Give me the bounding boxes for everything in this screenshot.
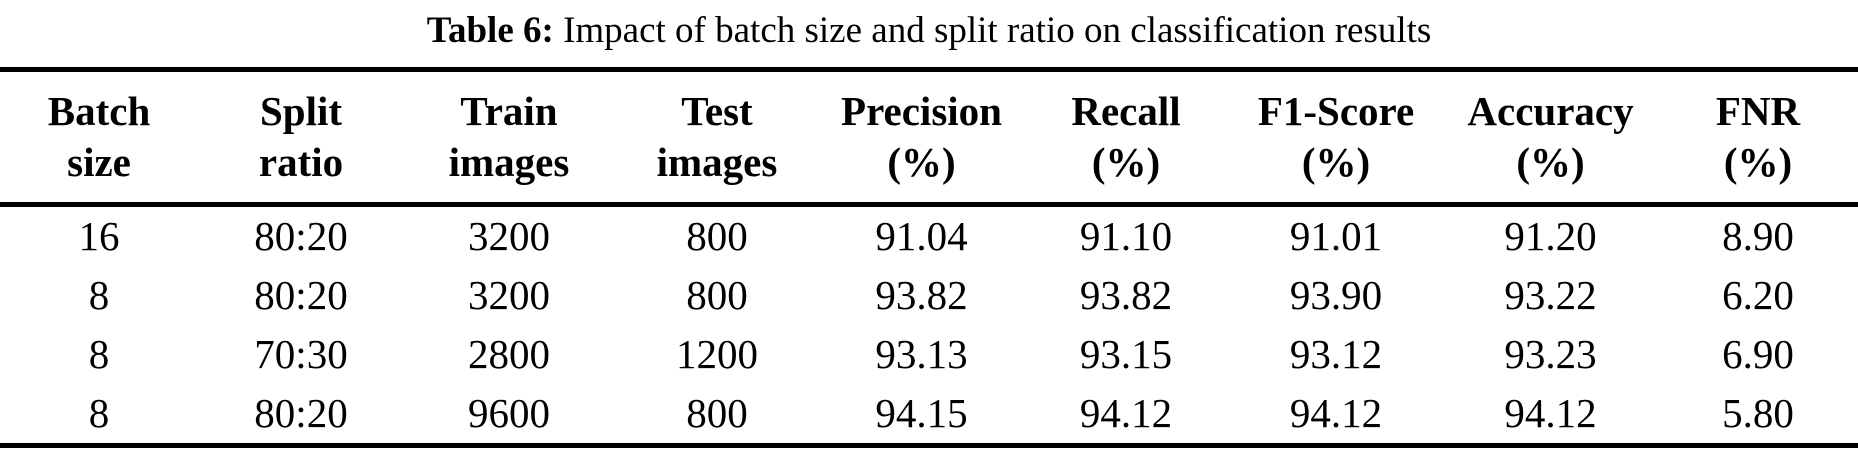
col-header-label: FNR — [1715, 88, 1801, 134]
cell-train-images: 3200 — [468, 213, 550, 259]
cell-test-images: 800 — [686, 272, 748, 318]
col-header-label: Split — [259, 88, 343, 134]
cell-recall: 94.12 — [1079, 390, 1173, 436]
table-row: 8 80:20 3200 800 93.82 93.82 93.90 93.22… — [0, 266, 1858, 325]
cell-f1-score: 93.90 — [1289, 272, 1383, 318]
cell-fnr: 5.80 — [1722, 390, 1794, 436]
cell-split-ratio: 80:20 — [254, 390, 348, 436]
col-header-precision: Precision (%) — [820, 70, 1023, 205]
col-header-label: Recall — [1071, 88, 1181, 134]
results-table: Batch size Split ratio Train images Test… — [0, 67, 1858, 448]
table-row: 16 80:20 3200 800 91.04 91.10 91.01 91.2… — [0, 205, 1858, 267]
col-header-fnr: FNR (%) — [1658, 70, 1858, 205]
col-header-label: Batch — [47, 88, 151, 134]
table-caption-label: Table 6: — [426, 10, 554, 51]
cell-split-ratio: 80:20 — [254, 272, 348, 318]
cell-fnr: 8.90 — [1722, 213, 1794, 259]
cell-accuracy: 91.20 — [1504, 213, 1597, 259]
cell-f1-score: 93.12 — [1289, 331, 1383, 377]
table-header: Batch size Split ratio Train images Test… — [0, 70, 1858, 205]
col-header-batch-size: Batch size — [0, 70, 198, 205]
cell-train-images: 9600 — [468, 390, 550, 436]
col-header-label: (%) — [887, 139, 956, 185]
table-caption: Table 6: Impact of batch size and split … — [0, 0, 1858, 67]
col-header-label: (%) — [1301, 139, 1371, 185]
col-header-label: (%) — [1723, 139, 1793, 185]
cell-fnr: 6.90 — [1722, 331, 1794, 377]
cell-recall: 93.15 — [1079, 331, 1173, 377]
col-header-f1-score: F1-Score (%) — [1229, 70, 1443, 205]
cell-precision: 94.15 — [875, 390, 968, 436]
table-caption-text: Impact of batch size and split ratio on … — [563, 10, 1432, 51]
table-body: 16 80:20 3200 800 91.04 91.10 91.01 91.2… — [0, 205, 1858, 446]
col-header-label: Train — [460, 88, 558, 134]
cell-test-images: 800 — [686, 213, 748, 259]
cell-batch-size: 16 — [78, 213, 120, 259]
cell-batch-size: 8 — [88, 390, 110, 436]
col-header-label: Precision — [841, 88, 1002, 134]
col-header-split-ratio: Split ratio — [198, 70, 404, 205]
cell-precision: 91.04 — [875, 213, 968, 259]
col-header-label: ratio — [258, 139, 344, 185]
col-header-label: Accuracy — [1467, 88, 1634, 134]
col-header-label: images — [656, 139, 778, 185]
table-row: 8 80:20 9600 800 94.15 94.12 94.12 94.12… — [0, 384, 1858, 446]
table-row: 8 70:30 2800 1200 93.13 93.15 93.12 93.2… — [0, 325, 1858, 384]
cell-precision: 93.82 — [875, 272, 968, 318]
cell-train-images: 3200 — [468, 272, 550, 318]
cell-recall: 93.82 — [1079, 272, 1173, 318]
cell-f1-score: 94.12 — [1289, 390, 1383, 436]
col-header-recall: Recall (%) — [1023, 70, 1229, 205]
cell-accuracy: 94.12 — [1504, 390, 1597, 436]
cell-test-images: 800 — [686, 390, 748, 436]
cell-accuracy: 93.23 — [1504, 331, 1597, 377]
col-header-label: F1-Score — [1257, 88, 1415, 134]
cell-test-images: 1200 — [676, 331, 758, 377]
cell-recall: 91.10 — [1079, 213, 1173, 259]
cell-batch-size: 8 — [88, 272, 110, 318]
cell-f1-score: 91.01 — [1289, 213, 1383, 259]
cell-split-ratio: 70:30 — [254, 331, 348, 377]
col-header-label: size — [67, 139, 131, 185]
col-header-train-images: Train images — [404, 70, 614, 205]
col-header-test-images: Test images — [614, 70, 820, 205]
cell-fnr: 6.20 — [1722, 272, 1794, 318]
col-header-label: (%) — [1516, 139, 1585, 185]
cell-precision: 93.13 — [875, 331, 968, 377]
col-header-accuracy: Accuracy (%) — [1443, 70, 1658, 205]
header-row: Batch size Split ratio Train images Test… — [0, 70, 1858, 205]
col-header-label: (%) — [1091, 139, 1161, 185]
cell-split-ratio: 80:20 — [254, 213, 348, 259]
cell-accuracy: 93.22 — [1504, 272, 1597, 318]
cell-train-images: 2800 — [468, 331, 550, 377]
col-header-label: images — [448, 139, 570, 185]
col-header-label: Test — [681, 88, 753, 134]
cell-batch-size: 8 — [88, 331, 110, 377]
